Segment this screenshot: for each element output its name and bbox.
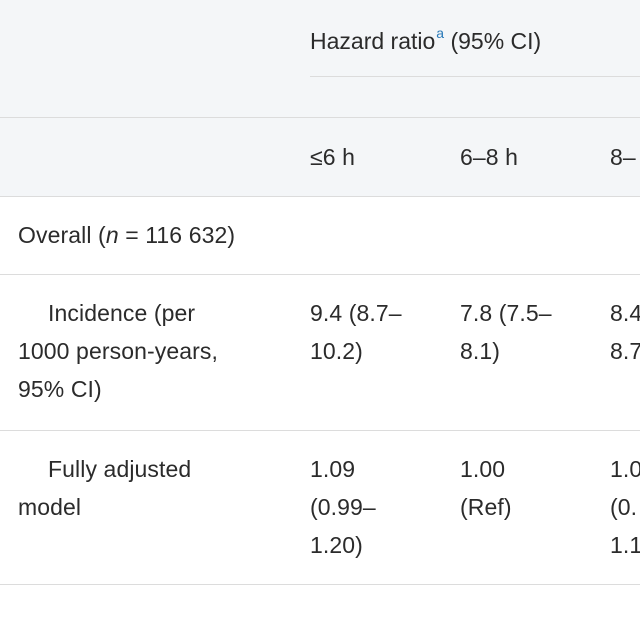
overall-prefix: Overall ( xyxy=(18,222,106,248)
incidence-6-8h: 7.8 (7.5– 8.1) xyxy=(460,294,590,370)
incidence-label-line3: 95% CI) xyxy=(18,376,102,402)
results-table: Hazard ratioa (95% CI) ≤6 h 6–8 h 8– Ove… xyxy=(0,0,640,585)
hazard-ratio-header: Hazard ratioa (95% CI) xyxy=(310,22,541,60)
incidence-8-9h: 8.4 8.7 xyxy=(610,294,640,370)
adjusted-label-line2: model xyxy=(18,494,82,520)
adjusted-le6h-line2: (0.99– xyxy=(310,494,376,520)
adjusted-8-9h: 1.0 (0. 1.1 xyxy=(610,450,640,564)
overall-row: Overall (n = 116 632) xyxy=(0,197,640,275)
column-header-6-8h: 6–8 h xyxy=(460,144,519,170)
incidence-8-9h-line1: 8.4 xyxy=(610,300,640,326)
column-header-le6h: ≤6 h xyxy=(310,144,355,170)
adjusted-model-label: Fully adjusted model xyxy=(18,450,288,526)
adjusted-label-line1: Fully adjusted xyxy=(48,456,192,482)
adjusted-8-9h-line3: 1.1 xyxy=(610,532,640,558)
hazard-ratio-ci: (95% CI) xyxy=(444,28,542,54)
column-header-row: ≤6 h 6–8 h 8– xyxy=(0,118,640,197)
overall-n: n xyxy=(105,222,119,248)
adjusted-le6h-line1: 1.09 xyxy=(310,456,356,482)
adjusted-6-8h: 1.00 (Ref) xyxy=(460,450,590,526)
table-row: Incidence (per 1000 person-years, 95% CI… xyxy=(0,275,640,431)
overall-count: = 116 632) xyxy=(118,222,236,248)
adjusted-6-8h-line2: (Ref) xyxy=(460,494,512,520)
incidence-6-8h-line2: 8.1) xyxy=(460,338,501,364)
table-row: Fully adjusted model 1.09 (0.99– 1.20) 1… xyxy=(0,431,640,585)
incidence-label-line1: Incidence (per xyxy=(48,300,196,326)
incidence-label-line2: 1000 person-years, xyxy=(18,338,218,364)
footnote-a-link[interactable]: a xyxy=(436,25,445,41)
adjusted-le6h: 1.09 (0.99– 1.20) xyxy=(310,450,440,564)
column-header-8-9h: 8– xyxy=(610,144,636,170)
incidence-le6h: 9.4 (8.7– 10.2) xyxy=(310,294,440,370)
adjusted-le6h-line3: 1.20) xyxy=(310,532,363,558)
adjusted-6-8h-line1: 1.00 xyxy=(460,456,506,482)
adjusted-8-9h-line2: (0. xyxy=(610,494,638,520)
incidence-6-8h-line1: 7.8 (7.5– xyxy=(460,300,552,326)
incidence-8-9h-line2: 8.7 xyxy=(610,338,640,364)
overall-label: Overall (n = 116 632) xyxy=(18,216,318,254)
header-divider xyxy=(310,76,640,77)
incidence-le6h-line2: 10.2) xyxy=(310,338,363,364)
hazard-ratio-label: Hazard ratio xyxy=(310,28,436,54)
incidence-le6h-line1: 9.4 (8.7– xyxy=(310,300,402,326)
adjusted-8-9h-line1: 1.0 xyxy=(610,456,640,482)
incidence-label: Incidence (per 1000 person-years, 95% CI… xyxy=(18,294,288,408)
table-header-row: Hazard ratioa (95% CI) xyxy=(0,0,640,118)
